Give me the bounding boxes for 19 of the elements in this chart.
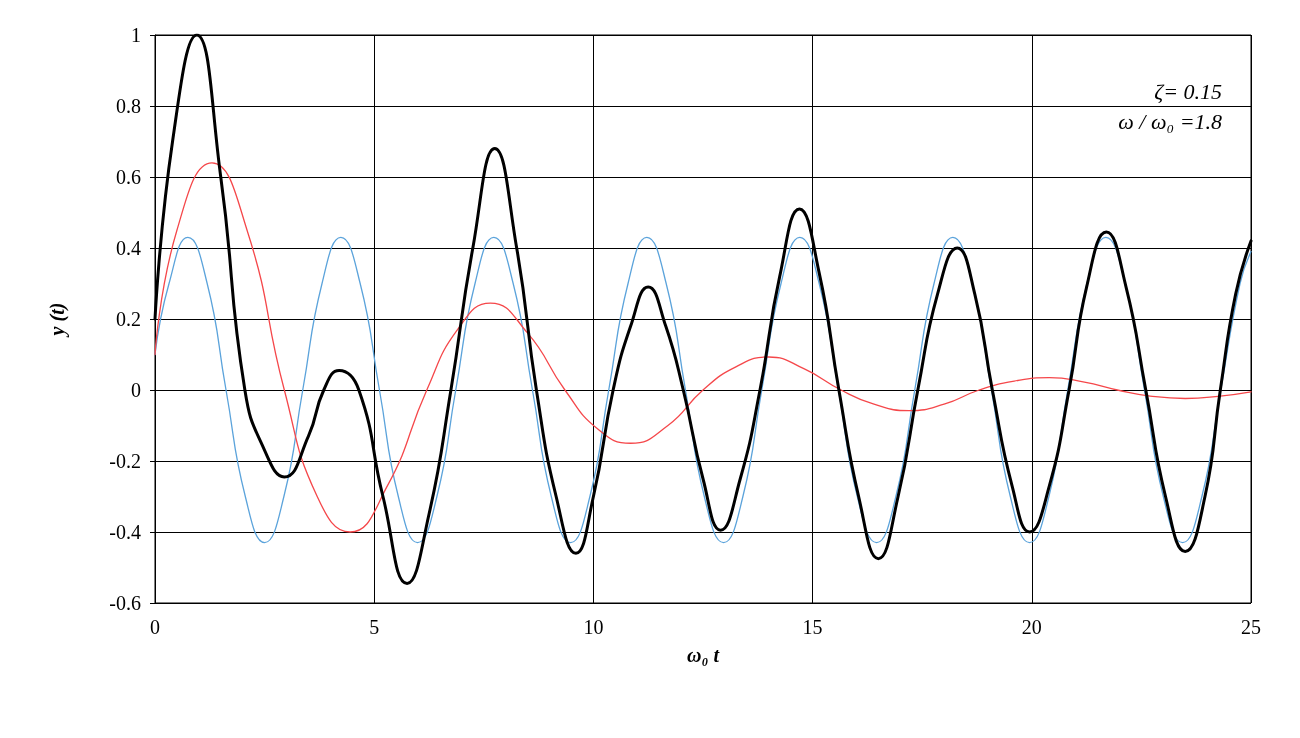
x-tick-label: 0 xyxy=(150,616,160,638)
y-tick-label: 0.8 xyxy=(116,95,141,117)
x-tick-label: 15 xyxy=(802,616,823,638)
annotation: ζ= 0.15 xyxy=(1154,78,1223,104)
x-axis-title: ω₀ t xyxy=(687,644,721,666)
x-tick-label: 10 xyxy=(583,616,604,638)
x-tick-label: 5 xyxy=(369,616,380,638)
y-axis-title: y (t) xyxy=(46,302,69,338)
y-tick-label: -0.4 xyxy=(109,521,141,543)
x-tick-label: 20 xyxy=(1021,616,1042,638)
x-tick-label: 25 xyxy=(1241,616,1261,638)
y-tick-label: -0.2 xyxy=(109,450,141,472)
y-tick-label: -0.6 xyxy=(109,592,141,614)
y-tick-label: 0 xyxy=(131,379,141,401)
y-tick-label: 1 xyxy=(131,24,141,46)
y-tick-label: 0.6 xyxy=(116,166,141,188)
y-tick-label: 0.2 xyxy=(116,308,141,330)
annotation: ω / ω₀ =1.8 xyxy=(1118,108,1223,134)
y-tick-label: 0.4 xyxy=(116,237,141,259)
